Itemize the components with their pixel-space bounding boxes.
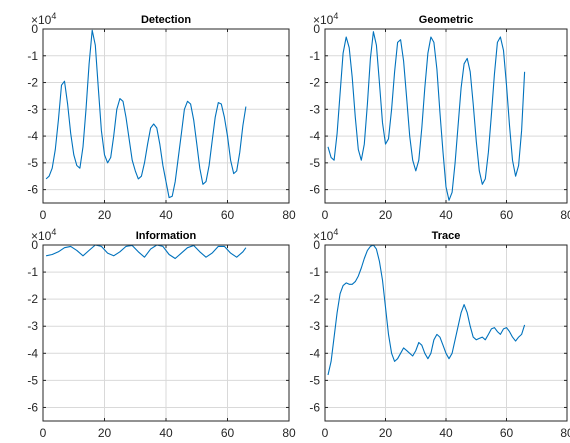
x-tick-label: 40 <box>439 426 453 440</box>
y-tick-label: -4 <box>309 129 320 143</box>
y-tick-label: -3 <box>27 102 38 116</box>
panel-geometric: 0 20 40 60 80 0 -1 -2 -3 -4 -5 -6 ×104 Geometric <box>309 11 570 222</box>
y-tick-label: -4 <box>309 346 320 360</box>
series-line-detection <box>45 29 247 199</box>
y-tick-label: -1 <box>27 49 38 63</box>
y-tick-label: -4 <box>27 346 38 360</box>
y-tick-label: -2 <box>27 292 38 306</box>
y-axis-multiplier: ×104 <box>31 227 56 243</box>
y-tick-label: -3 <box>309 319 320 333</box>
panel-title: Information <box>136 230 197 242</box>
y-tick-label: 0 <box>313 238 320 252</box>
y-tick-label: 0 <box>31 238 38 252</box>
x-tick-label: 20 <box>379 208 393 222</box>
y-tick-label: -3 <box>309 102 320 116</box>
y-tick-label: -6 <box>309 400 320 414</box>
x-tick-label: 60 <box>221 426 235 440</box>
panel-detection: 0 20 40 60 80 0 -1 -2 -3 -4 -5 -6 ×104 Detection <box>27 11 296 222</box>
x-tick-label: 60 <box>500 208 514 222</box>
y-tick-label: -6 <box>27 400 38 414</box>
x-tick-label: 0 <box>322 426 329 440</box>
series-line-geometric <box>327 31 526 201</box>
x-tick-label: 20 <box>98 426 112 440</box>
y-tick-label: -5 <box>27 156 38 170</box>
y-tick-label: -6 <box>27 183 38 197</box>
y-tick-label: -2 <box>27 76 38 90</box>
panel-title: Trace <box>432 230 461 242</box>
x-tick-label: 40 <box>439 208 453 222</box>
x-tick-label: 80 <box>282 208 296 222</box>
y-axis-multiplier: ×104 <box>31 11 56 27</box>
y-tick-label: -4 <box>27 129 38 143</box>
panel-title: Detection <box>141 14 191 26</box>
x-tick-label: 0 <box>40 426 47 440</box>
y-tick-label: -6 <box>309 183 320 197</box>
x-tick-label: 80 <box>560 208 570 222</box>
y-tick-label: 0 <box>31 22 38 36</box>
y-tick-label: -1 <box>309 265 320 279</box>
y-tick-label: -1 <box>309 49 320 63</box>
x-tick-label: 60 <box>221 208 235 222</box>
y-tick-label: -2 <box>309 76 320 90</box>
y-tick-label: -1 <box>27 265 38 279</box>
panel-trace: 0 20 40 60 80 0 -1 -2 -3 -4 -5 -6 ×104 Trace <box>309 227 570 440</box>
x-tick-label: 0 <box>322 208 329 222</box>
y-tick-label: 0 <box>313 22 320 36</box>
x-tick-label: 80 <box>560 426 570 440</box>
panel-information: 0 20 40 60 80 0 -1 -2 -3 -4 -5 -6 ×104 Information <box>27 227 296 440</box>
x-tick-label: 20 <box>98 208 112 222</box>
x-tick-label: 60 <box>500 426 514 440</box>
y-tick-label: -5 <box>27 373 38 387</box>
series-line-information <box>45 244 247 260</box>
y-axis-multiplier: ×104 <box>313 227 338 243</box>
panel-title: Geometric <box>419 14 473 26</box>
x-tick-label: 40 <box>159 426 173 440</box>
y-tick-label: -3 <box>27 319 38 333</box>
x-tick-label: 40 <box>159 208 173 222</box>
x-tick-label: 0 <box>40 208 47 222</box>
x-tick-label: 20 <box>379 426 393 440</box>
y-axis-multiplier: ×104 <box>313 11 338 27</box>
y-tick-label: -5 <box>309 373 320 387</box>
y-tick-label: -5 <box>309 156 320 170</box>
x-tick-label: 80 <box>282 426 296 440</box>
series-line-trace <box>327 244 526 376</box>
y-tick-label: -2 <box>309 292 320 306</box>
